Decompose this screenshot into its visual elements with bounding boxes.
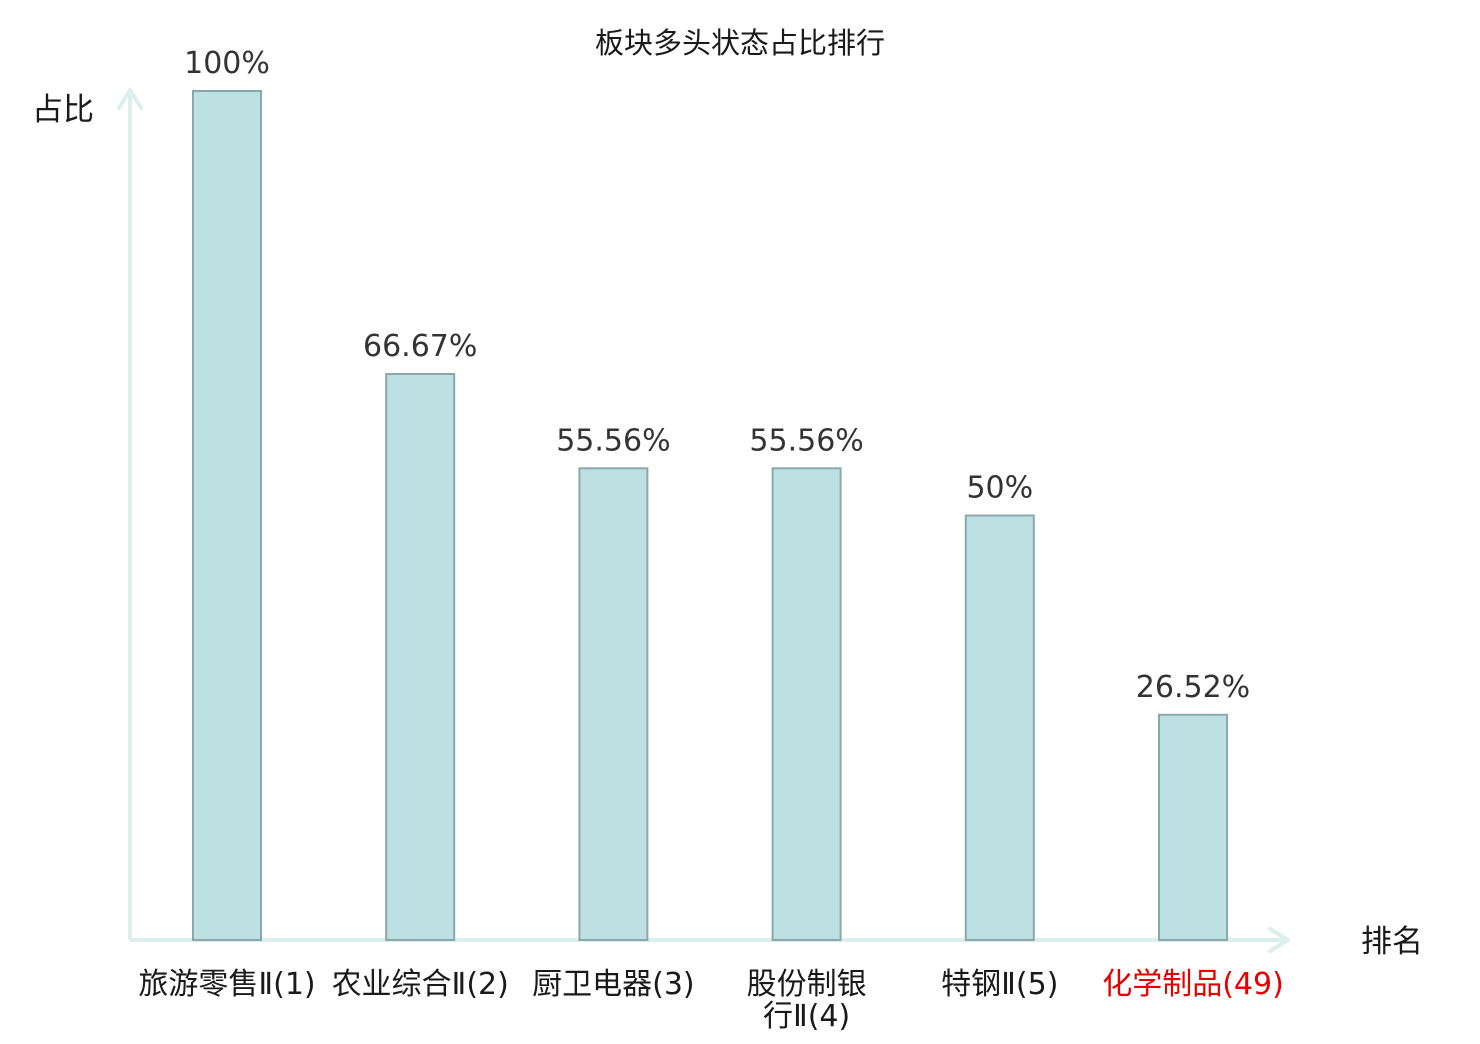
y-axis-label: 占比	[32, 92, 94, 128]
bar-4	[771, 467, 842, 941]
category-label-2-line-1: 农业综合Ⅱ(2)	[332, 967, 509, 1002]
bar-6	[1158, 713, 1228, 941]
bar-1	[192, 90, 262, 941]
value-label-1: 100%	[184, 46, 270, 81]
value-label-5: 50%	[966, 471, 1033, 506]
chart-title: 板块多头状态占比排行	[595, 26, 885, 60]
x-axis-arrow-icon	[1268, 927, 1290, 953]
category-label-3-line-1: 厨卫电器(3)	[532, 967, 695, 1002]
value-labels-group: 100% 66.67% 55.56% 55.56% 50% 26.52%	[184, 46, 1250, 705]
category-label-5-line-1: 特钢Ⅱ(5)	[941, 967, 1058, 1002]
category-label-6-line-1: 化学制品(49)	[1102, 967, 1284, 1002]
value-label-2: 66.67%	[363, 329, 477, 364]
value-label-4: 55.56%	[749, 423, 863, 458]
bar-2	[385, 373, 456, 941]
bars-group	[192, 90, 1228, 941]
x-axis-label: 排名	[1361, 924, 1423, 960]
value-label-3: 55.56%	[556, 423, 670, 458]
category-label-1-line-1: 旅游零售Ⅱ(1)	[138, 967, 315, 1002]
category-label-4-line-2: 行Ⅱ(4)	[763, 999, 850, 1034]
category-label-4-line-1: 股份制银	[747, 967, 867, 1002]
value-label-6: 26.52%	[1136, 670, 1250, 705]
bar-3	[578, 467, 649, 941]
y-axis-arrow-icon	[117, 88, 143, 110]
bar-5	[964, 514, 1035, 941]
